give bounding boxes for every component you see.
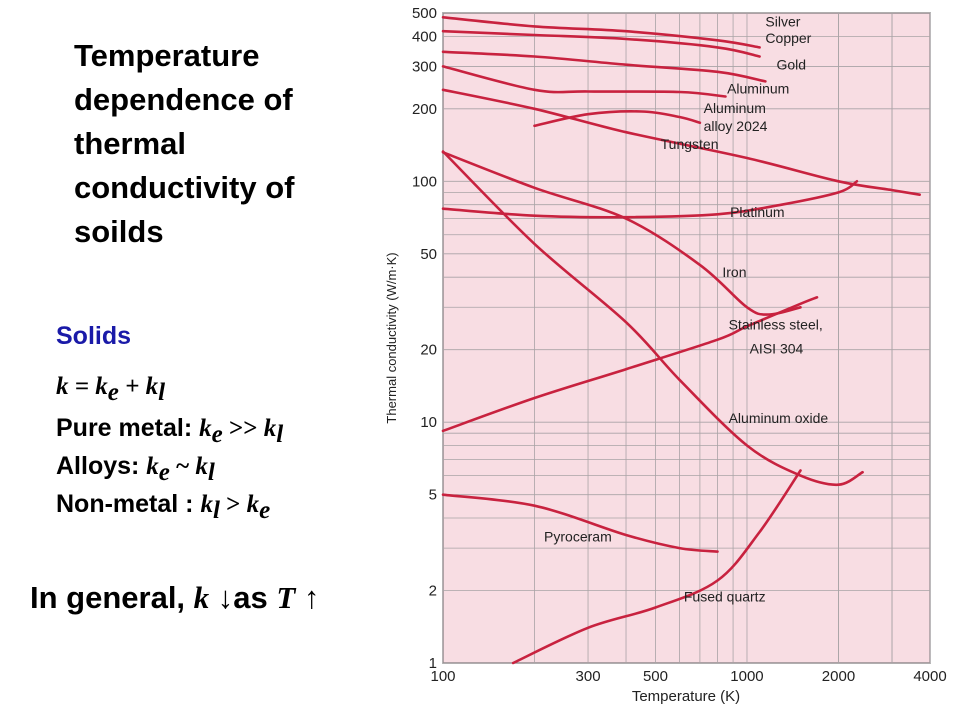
- series-line-aluminum: [441, 65, 727, 98]
- series-line-aluminum-oxide: [441, 150, 864, 487]
- series-line-iron: [441, 151, 802, 316]
- series-label: Aluminum oxide: [729, 410, 829, 426]
- title-line: Temperature: [74, 38, 260, 73]
- eq-plus-k: + k: [118, 373, 159, 400]
- equation-k: k = ke + kl: [56, 372, 165, 407]
- series-label: Fused quartz: [684, 589, 766, 605]
- alloys-relation: ~: [169, 453, 196, 480]
- series-label: AISI 304: [750, 340, 804, 356]
- slide-title: Temperature dependence of thermal conduc…: [74, 34, 374, 254]
- title-line: soilds: [74, 214, 164, 249]
- nonmetal-label: Non-metal :: [56, 490, 201, 518]
- series-label: Gold: [776, 56, 806, 72]
- solids-heading: Solids: [56, 322, 132, 350]
- general-as: as: [233, 580, 277, 615]
- series-line-silver: [441, 16, 761, 49]
- pure-sub-e: e: [211, 421, 223, 448]
- series-label: Platinum: [730, 204, 784, 220]
- series-line-tungsten: [441, 88, 921, 196]
- alloys-line: Alloys: ke ~ kl: [56, 452, 215, 487]
- series-line-stainless-steel-aisi-304: [441, 296, 819, 433]
- y-tick-label: 100: [412, 173, 437, 190]
- pure-metal-line: Pure metal: ke >> kl: [56, 414, 283, 449]
- general-T: T: [276, 580, 296, 615]
- nonmetal-relation: >: [219, 491, 247, 518]
- series-lines: [441, 16, 921, 665]
- y-axis-label: Thermal conductivity (W/m·K): [384, 252, 399, 423]
- series-label: Iron: [722, 264, 746, 280]
- nonmetal-line: Non-metal : kl > ke: [56, 490, 270, 525]
- up-arrow-icon: ↑: [295, 580, 320, 615]
- thermal-conductivity-chart: 1 2 5 10 20 50 100 200 300 400 500 100 300 500 1000 20…: [384, 5, 947, 705]
- alloys-label: Alloys:: [56, 452, 147, 480]
- series-line-copper: [441, 29, 761, 58]
- y-tick-label: 50: [420, 246, 437, 263]
- down-arrow-icon: ↓: [209, 580, 234, 615]
- pure-k2: k: [263, 415, 277, 442]
- y-tick-label: 500: [412, 5, 437, 22]
- general-statement: In general, k ↓as T ↑: [30, 580, 319, 616]
- y-tick-label: 300: [412, 58, 437, 75]
- nonmetal-sub-e: e: [259, 497, 271, 524]
- x-tick-label: 500: [643, 668, 668, 685]
- plot-area: [442, 12, 931, 664]
- eq-k-text: k = k: [56, 373, 108, 400]
- nonmetal-k: k: [200, 491, 213, 518]
- alloys-sub-l: l: [207, 459, 215, 486]
- y-tick-label: 1: [429, 655, 437, 672]
- y-tick-labels: 1 2 5 10 20 50 100 200 300 400 500: [412, 5, 437, 672]
- pure-sub-l: l: [276, 421, 284, 448]
- eq-sub-l: l: [158, 379, 166, 406]
- x-tick-label: 300: [576, 668, 601, 685]
- series-label: alloy 2024: [704, 118, 768, 134]
- x-tick-labels: 100 300 500 1000 2000 4000: [430, 668, 946, 685]
- pure-k: k: [199, 415, 212, 442]
- series-label: Tungsten: [661, 136, 719, 152]
- nonmetal-sub-l: l: [212, 497, 220, 524]
- y-tick-label: 200: [412, 101, 437, 118]
- pure-metal-label: Pure metal:: [56, 414, 200, 442]
- title-line: thermal: [74, 126, 186, 161]
- x-axis-label: Temperature (K): [632, 688, 740, 705]
- title-line: dependence of: [74, 82, 293, 117]
- pure-relation: >>: [222, 415, 264, 442]
- alloys-sub-e: e: [158, 459, 170, 486]
- grid: [442, 12, 931, 664]
- title-line: conductivity of: [74, 170, 295, 205]
- y-tick-label: 10: [420, 414, 437, 431]
- eq-sub-e: e: [107, 379, 119, 406]
- nonmetal-k2: k: [246, 491, 260, 518]
- series-label: Silver: [765, 13, 800, 29]
- x-tick-label: 4000: [913, 668, 946, 685]
- series-line-pyroceram: [441, 493, 719, 553]
- general-label: In general,: [30, 580, 194, 615]
- alloys-k: k: [146, 453, 159, 480]
- x-tick-label: 2000: [822, 668, 855, 685]
- general-k: k: [193, 580, 210, 615]
- y-tick-label: 400: [412, 28, 437, 45]
- x-tick-label: 1000: [730, 668, 763, 685]
- alloys-k2: k: [195, 453, 208, 480]
- y-tick-label: 5: [429, 487, 437, 504]
- series-label: Pyroceram: [544, 528, 612, 544]
- series-line-platinum: [441, 180, 859, 219]
- series-line-fused-quartz: [511, 469, 802, 665]
- series-label: Aluminum: [727, 80, 789, 96]
- x-tick-label: 100: [430, 668, 455, 685]
- series-line-gold: [441, 50, 767, 83]
- series-label: Aluminum: [704, 100, 766, 116]
- y-tick-label: 2: [429, 583, 437, 600]
- series-label: Copper: [765, 30, 811, 46]
- y-tick-label: 20: [420, 342, 437, 359]
- series-label: Stainless steel,: [729, 317, 823, 333]
